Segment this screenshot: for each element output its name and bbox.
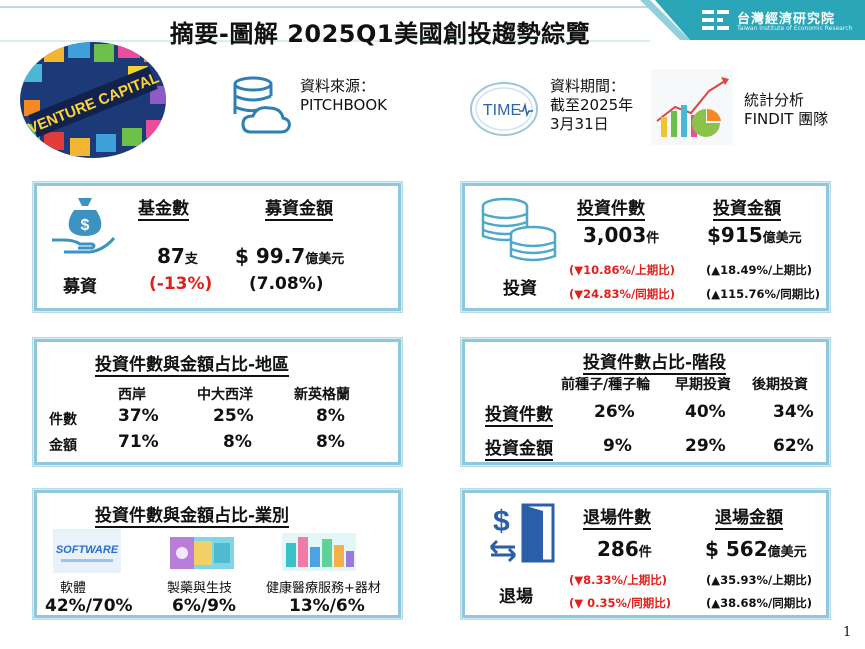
invest-amount-value: $915億美元 [707,223,802,247]
period-line1: 截至2025年 [550,96,634,114]
stage-row-count-label: 投資件數 [485,400,553,427]
time-badge-text: TIME [483,102,521,119]
invest-amount-yoy: (▲115.76%/同期比) [706,287,820,301]
source-info: 資料來源： PITCHBOOK [300,77,387,115]
page-number: 1 [843,625,852,640]
venture-capital-image: VENTURE CAPITAL [20,42,166,158]
region-row-amount-label: 金額 [49,438,77,454]
fundraising-card: $ 募資 基金數 募資金額 87支 (-13%) $ 99.7億美元 (7.08… [34,183,401,311]
industry-pharma-label: 製藥與生技 [167,581,233,596]
region-amount-west: 71% [118,432,159,452]
investment-label: 投資 [503,279,537,299]
stage-col-seed: 前種子/種子輪 [561,377,651,393]
money-bag-hand-icon: $ [52,198,116,254]
fund-amount-change: (7.08%) [249,274,324,294]
fundraising-label: 募資 [63,277,97,297]
region-count-newengland: 8% [316,406,345,426]
source-label: 資料來源： [300,77,376,95]
region-title: 投資件數與金額占比-地區 [95,350,290,377]
stage-amount-seed: 9% [603,436,632,456]
statistics-chart-icon [651,69,733,145]
pharma-biotech-image [170,537,234,569]
region-col-west: 西岸 [118,387,146,403]
stage-count-early: 40% [685,402,726,422]
exit-count-qoq: (▼8.33%/上期比) [569,573,667,587]
exit-amount-yoy: (▲38.68%/同期比) [706,596,812,610]
region-row-count-label: 件數 [49,412,77,428]
exit-label: 退場 [499,587,533,607]
stage-amount-late: 62% [773,436,814,456]
fund-count-header: 基金數 [138,194,189,221]
region-col-midatlantic: 中大西洋 [197,387,253,403]
fund-amount-header: 募資金額 [265,194,333,221]
tier-logo-icon [702,10,729,30]
stage-col-early: 早期投資 [675,377,731,393]
deal-count-qoq: (▼10.86%/上期比) [569,263,675,277]
logo-name-cn: 台灣經濟研究院 [737,12,836,27]
stage-card: 投資件數占比-階段 前種子/種子輪 早期投資 後期投資 投資件數 投資金額 26… [462,339,829,465]
region-col-newengland: 新英格蘭 [294,387,350,403]
period-label: 資料期間： [550,77,626,95]
region-card: 投資件數與金額占比-地區 西岸 中大西洋 新英格蘭 件數 金額 37% 25% … [34,339,401,465]
deal-count-header: 投資件數 [577,194,645,221]
industry-card: 投資件數與金額占比-業別 SOFTWARE 軟體 42%/70% 製藥與生技 6… [34,490,401,618]
stage-row-amount-label: 投資金額 [485,434,553,461]
region-count-midatlantic: 25% [213,406,254,426]
invest-amount-header: 投資金額 [713,194,781,221]
software-icon: SOFTWARE [53,529,121,573]
page-title: 摘要-圖解 2025Q1美國創投趨勢綜覽 [169,20,591,48]
exit-door-icon: $ [489,503,555,563]
coin-stack-icon [481,197,557,262]
stage-col-late: 後期投資 [752,377,808,393]
team-info: 統計分析 FINDIT 團隊 [744,91,828,129]
team-line1: 統計分析 [744,91,805,109]
region-amount-newengland: 8% [316,432,345,452]
invest-amount-qoq: (▲18.49%/上期比) [706,263,812,277]
healthcare-image [282,533,356,571]
fund-amount-value: $ 99.7億美元 [235,244,345,268]
industry-title: 投資件數與金額占比-業別 [95,501,290,528]
region-amount-midatlantic: 8% [223,432,252,452]
industry-software-label: 軟體 [60,581,87,596]
exit-count-header: 退場件數 [583,503,651,530]
region-count-west: 37% [118,406,159,426]
industry-healthcare-value: 13%/6% [289,596,365,616]
period-line2: 3月31日 [550,115,609,133]
stage-amount-early: 29% [685,436,726,456]
team-line2: FINDIT 團隊 [744,110,829,128]
industry-healthcare-label: 健康醫療服務+器材 [266,581,381,596]
deal-count-value: 3,003件 [583,223,660,247]
fund-count-change: (-13%) [149,274,213,294]
exit-count-value: 286件 [597,537,652,561]
exit-amount-header: 退場金額 [715,503,783,530]
time-badge-icon: TIME [470,82,538,136]
stage-count-seed: 26% [594,402,635,422]
svg-text:$: $ [493,505,510,538]
stage-count-late: 34% [773,402,814,422]
industry-software-value: 42%/70% [45,596,133,616]
exit-amount-value: $ 562億美元 [705,537,807,561]
deal-count-yoy: (▼24.83%/同期比) [569,287,675,301]
logo-name-en: Taiwan Institute of Economic Research [737,25,853,32]
exit-amount-qoq: (▲35.93%/上期比) [706,573,812,587]
source-value: PITCHBOOK [300,96,387,114]
software-icon-text: SOFTWARE [56,544,119,556]
exit-count-yoy: (▼ 0.35%/同期比) [569,596,671,610]
exit-card: $ 退場 退場件數 退場金額 286件 $ 562億美元 (▼8.33%/上期比… [462,490,829,618]
stage-title: 投資件數占比-階段 [583,348,727,375]
period-info: 資料期間： 截至2025年 3月31日 [550,77,633,134]
industry-pharma-value: 6%/9% [172,596,236,616]
investment-card: 投資 投資件數 投資金額 3,003件 $915億美元 (▼10.86%/上期比… [462,183,829,311]
fund-count-value: 87支 [157,244,198,268]
svg-text:$: $ [81,217,90,234]
tier-logo: 台灣經濟研究院 Taiwan Institute of Economic Res… [700,6,860,36]
database-cloud-icon [233,76,291,134]
